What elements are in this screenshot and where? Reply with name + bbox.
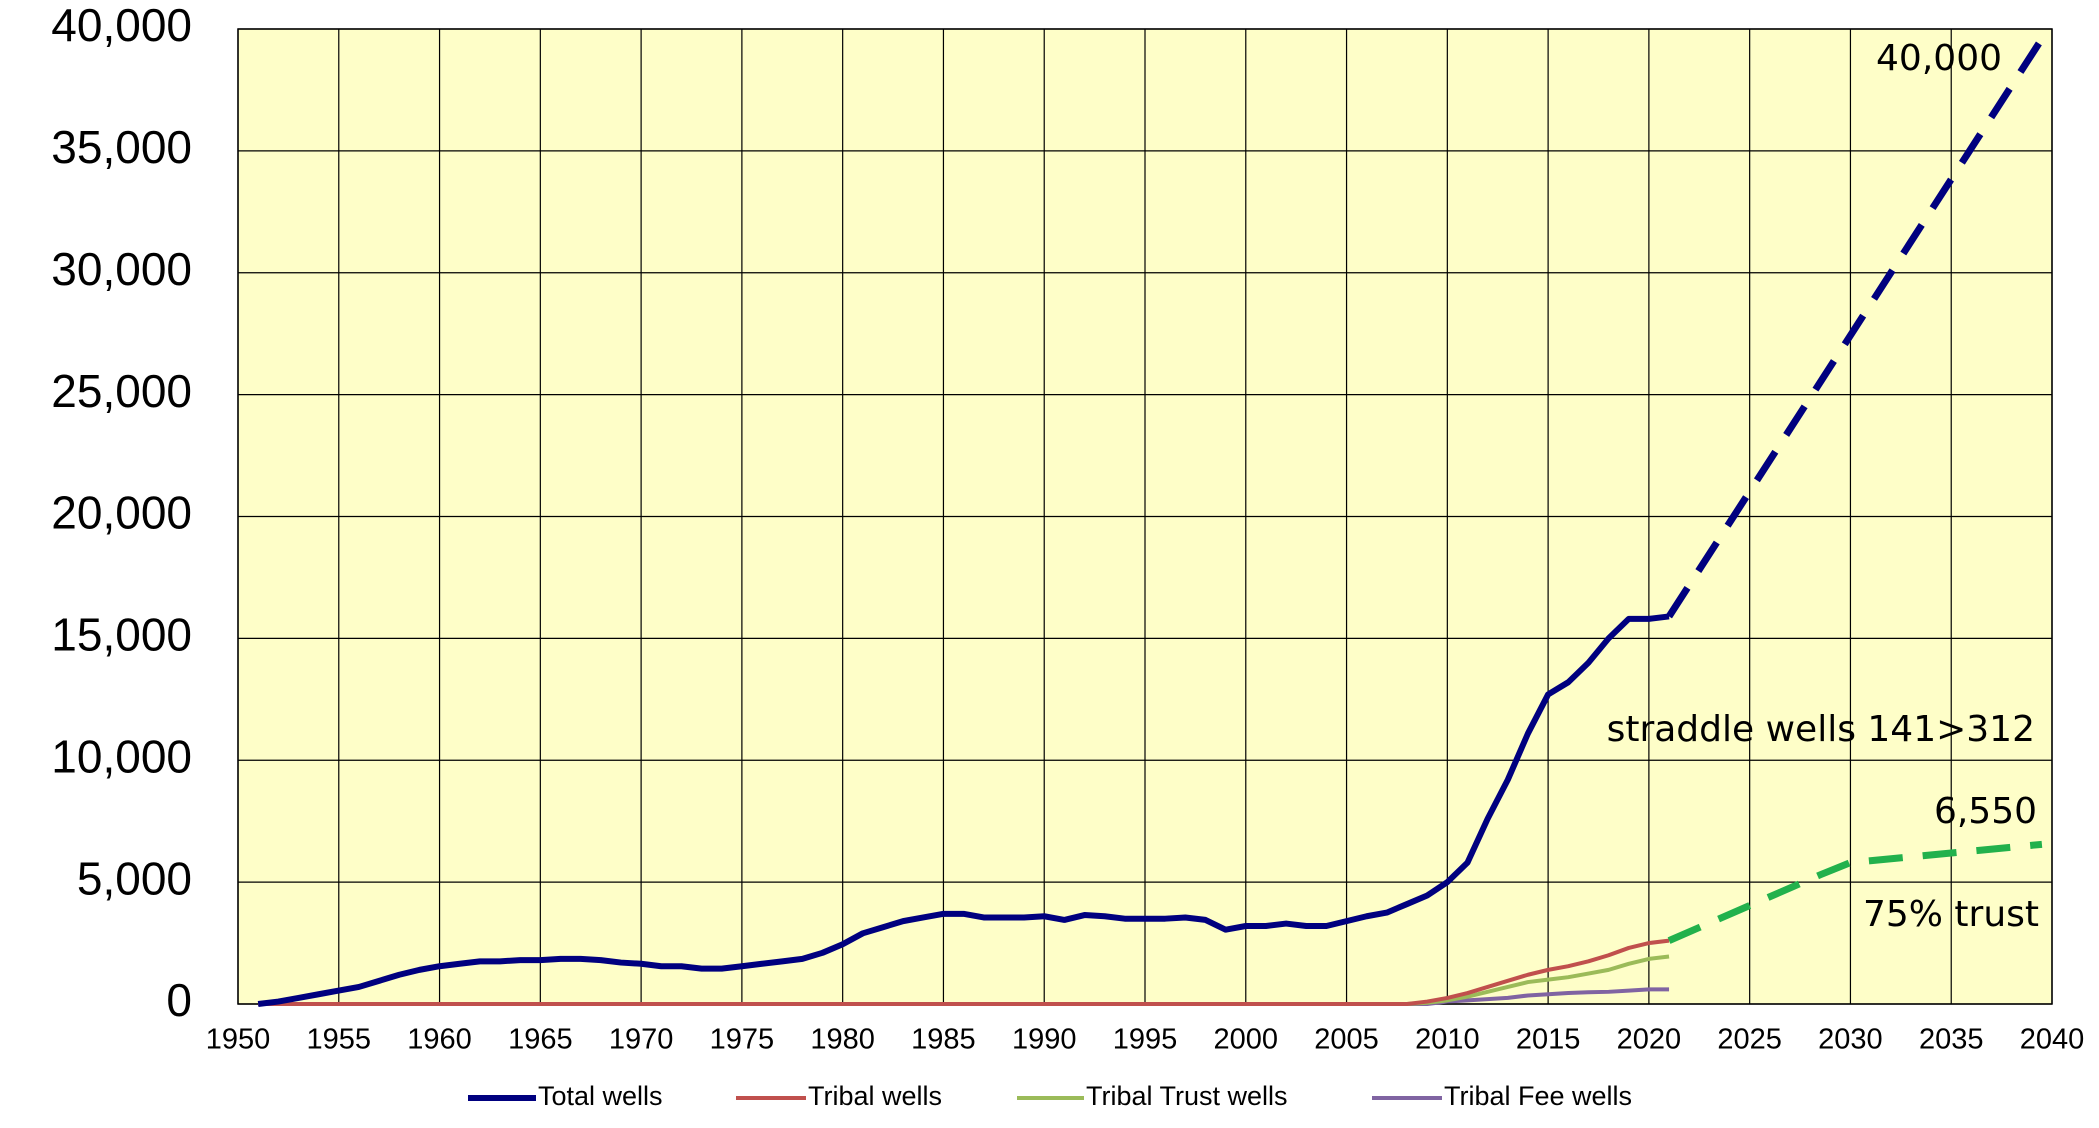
x-tick-label: 1950 — [206, 1024, 271, 1056]
y-tick-label: 5,000 — [77, 852, 192, 904]
x-tick-label: 1995 — [1113, 1024, 1178, 1056]
series-line — [258, 938, 1670, 1006]
y-tick-label: 25,000 — [51, 365, 192, 417]
x-tick-label: 2030 — [1818, 1024, 1883, 1056]
x-tick-label: 1960 — [407, 1024, 472, 1056]
y-tick-label: 40,000 — [51, 0, 192, 51]
y-tick-label: 20,000 — [51, 487, 192, 539]
legend-label: Tribal wells — [808, 1081, 942, 1111]
x-tick-label: 2000 — [1214, 1024, 1279, 1056]
x-tick-label: 2020 — [1617, 1024, 1682, 1056]
annotation: straddle wells 141>312 — [1607, 709, 2035, 750]
x-tick-label: 1985 — [911, 1024, 976, 1056]
legend-label: Total wells — [538, 1081, 663, 1111]
x-tick-label: 1955 — [307, 1024, 372, 1056]
x-tick-label: 1980 — [810, 1024, 875, 1056]
x-tick-label: 1965 — [508, 1024, 573, 1056]
legend-label: Tribal Fee wells — [1444, 1081, 1632, 1111]
annotation: 75% trust — [1863, 894, 2039, 935]
y-tick-label: 0 — [166, 974, 192, 1026]
legend-label: Tribal Trust wells — [1086, 1081, 1288, 1111]
annotation: 40,000 — [1876, 38, 2002, 79]
x-tick-label: 1990 — [1012, 1024, 1077, 1056]
x-tick-label: 2025 — [1717, 1024, 1782, 1056]
x-tick-label: 2015 — [1516, 1024, 1581, 1056]
x-tick-label: 2035 — [1919, 1024, 1984, 1056]
y-tick-label: 35,000 — [51, 121, 192, 173]
y-tick-label: 30,000 — [51, 243, 192, 295]
x-tick-label: 2005 — [1314, 1024, 1379, 1056]
projection-line — [1666, 36, 2045, 619]
x-tick-label: 2010 — [1415, 1024, 1480, 1056]
series-line — [257, 613, 1670, 1007]
x-tick-label: 1975 — [710, 1024, 775, 1056]
y-tick-label: 15,000 — [51, 609, 192, 661]
y-tick-label: 10,000 — [51, 730, 192, 782]
annotation: 6,550 — [1934, 791, 2037, 832]
x-tick-label: 2040 — [2020, 1024, 2085, 1056]
x-tick-label: 1970 — [609, 1024, 674, 1056]
projection-line — [1667, 840, 2043, 944]
